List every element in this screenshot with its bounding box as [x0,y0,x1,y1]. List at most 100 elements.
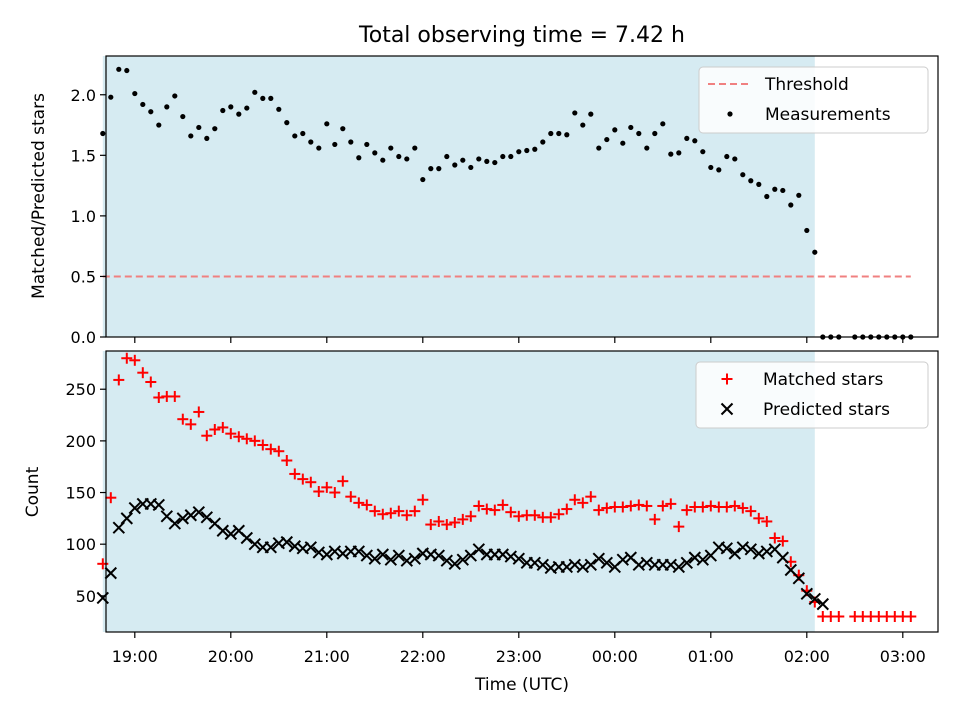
predicted-star-point [432,549,446,562]
measurement-point [716,167,722,173]
measurement-point [452,162,458,168]
count-points [96,352,917,623]
matched-star-point [313,486,325,497]
measurement-point [788,202,794,208]
bottom-plot-frame [105,350,939,633]
x-axis-label: Time (UTC) [474,675,569,695]
matched-star-point [457,513,469,525]
matched-star-point [361,499,373,511]
legend-measurements-label: Measurements [765,105,891,125]
top-y-tick-label: 0.0 [71,328,96,347]
predicted-star-point [216,524,230,537]
measurement-point [532,146,538,152]
matched-star-point [649,513,661,525]
predicted-star-point [280,535,294,549]
measurement-point [132,90,138,97]
predicted-star-point [392,549,406,562]
matched-star-point [153,391,165,403]
measurement-point [236,111,242,117]
predicted-star-point [104,566,118,580]
predicted-star-point [408,552,422,565]
measurement-point [404,156,410,162]
measurement-point [316,145,322,151]
matched-star-point [145,376,157,388]
predicted-star-point [440,554,454,567]
measurement-point [740,172,746,178]
x-tick-label: 02:00 [784,647,830,666]
measurement-point [732,156,738,162]
x-tick-label: 23:00 [496,647,542,666]
measurement-point [692,138,698,144]
matched-star-point [233,431,245,443]
top-legend: Threshold Measurements [698,66,929,134]
matched-star-point [249,435,261,447]
matched-star-point [497,499,509,511]
matched-star-point [337,475,349,487]
bottom-legend-box [695,361,929,429]
matched-star-point [241,433,253,445]
predicted-star-point [376,548,390,561]
matched-star-point [833,611,845,623]
bottom-y-tick-label: 100 [65,535,96,554]
measurement-point [284,120,290,126]
predicted-star-point [448,557,462,571]
measurement-point [468,164,474,171]
matched-star-point [737,502,749,514]
matched-star-point [417,494,429,506]
predicted-star-point [192,505,206,519]
x-tick-label: 21:00 [304,647,350,666]
measurement-point [364,141,370,148]
matched-star-point [297,473,309,485]
x-tick-label: 00:00 [592,647,638,666]
predicted-star-point [384,553,398,566]
predicted-star-point [360,549,374,562]
matched-star-point [281,455,293,467]
predicted-star-point [176,512,190,525]
matched-star-point [113,374,125,386]
predicted-star-point [264,541,278,554]
matched-star-point [481,503,493,515]
measurement-point [492,159,498,166]
measurement-point [252,89,258,95]
bottom-panel: 50 100 150 200 250 19:00 20:00 21:00 22:00 23:00… [23,350,939,695]
matched-star-point [305,476,317,488]
predicted-star-point [584,558,598,572]
predicted-star-point [512,552,526,565]
matched-star-point [577,497,589,509]
measurement-point [668,151,674,157]
measurement-point [812,249,818,255]
measurement-point [676,150,682,156]
measurement-point [580,122,586,128]
measurement-point [524,147,530,154]
measurement-point [140,101,146,108]
top-y-axis-label: Matched/Predicted stars [29,93,49,299]
matched-star-point [529,509,541,521]
top-y-tick-label: 1.0 [71,207,96,226]
matched-star-point [657,500,669,512]
matched-star-point [545,511,557,523]
predicted-star-point [320,548,334,561]
matched-star-point [633,499,645,511]
predicted-star-point [672,560,686,574]
predicted-star-point [808,592,822,606]
matched-star-point [673,521,685,533]
measurement-point [196,124,202,131]
measurement-point [628,124,634,131]
legend-matched-swatch [721,373,733,385]
measurement-point [420,176,426,183]
matched-star-point [777,535,789,547]
measurement-point [596,145,602,151]
bottom-x-axis: 19:00 20:00 21:00 22:00 23:00 00:00 01:00 02:00… [112,632,926,666]
predicted-star-point [696,553,710,566]
matched-star-point [745,505,757,517]
predicted-star-point [120,512,134,525]
measurement-point [148,109,154,115]
measurement-point [772,186,778,192]
measurement-point [292,133,298,139]
measurement-point [324,121,330,127]
measurement-point [164,104,170,110]
measurement-point [156,122,162,128]
measurement-point [748,178,754,184]
legend-threshold-label: Threshold [764,75,849,95]
top-y-axis: 0.0 0.5 1.0 1.5 2.0 [71,86,106,347]
